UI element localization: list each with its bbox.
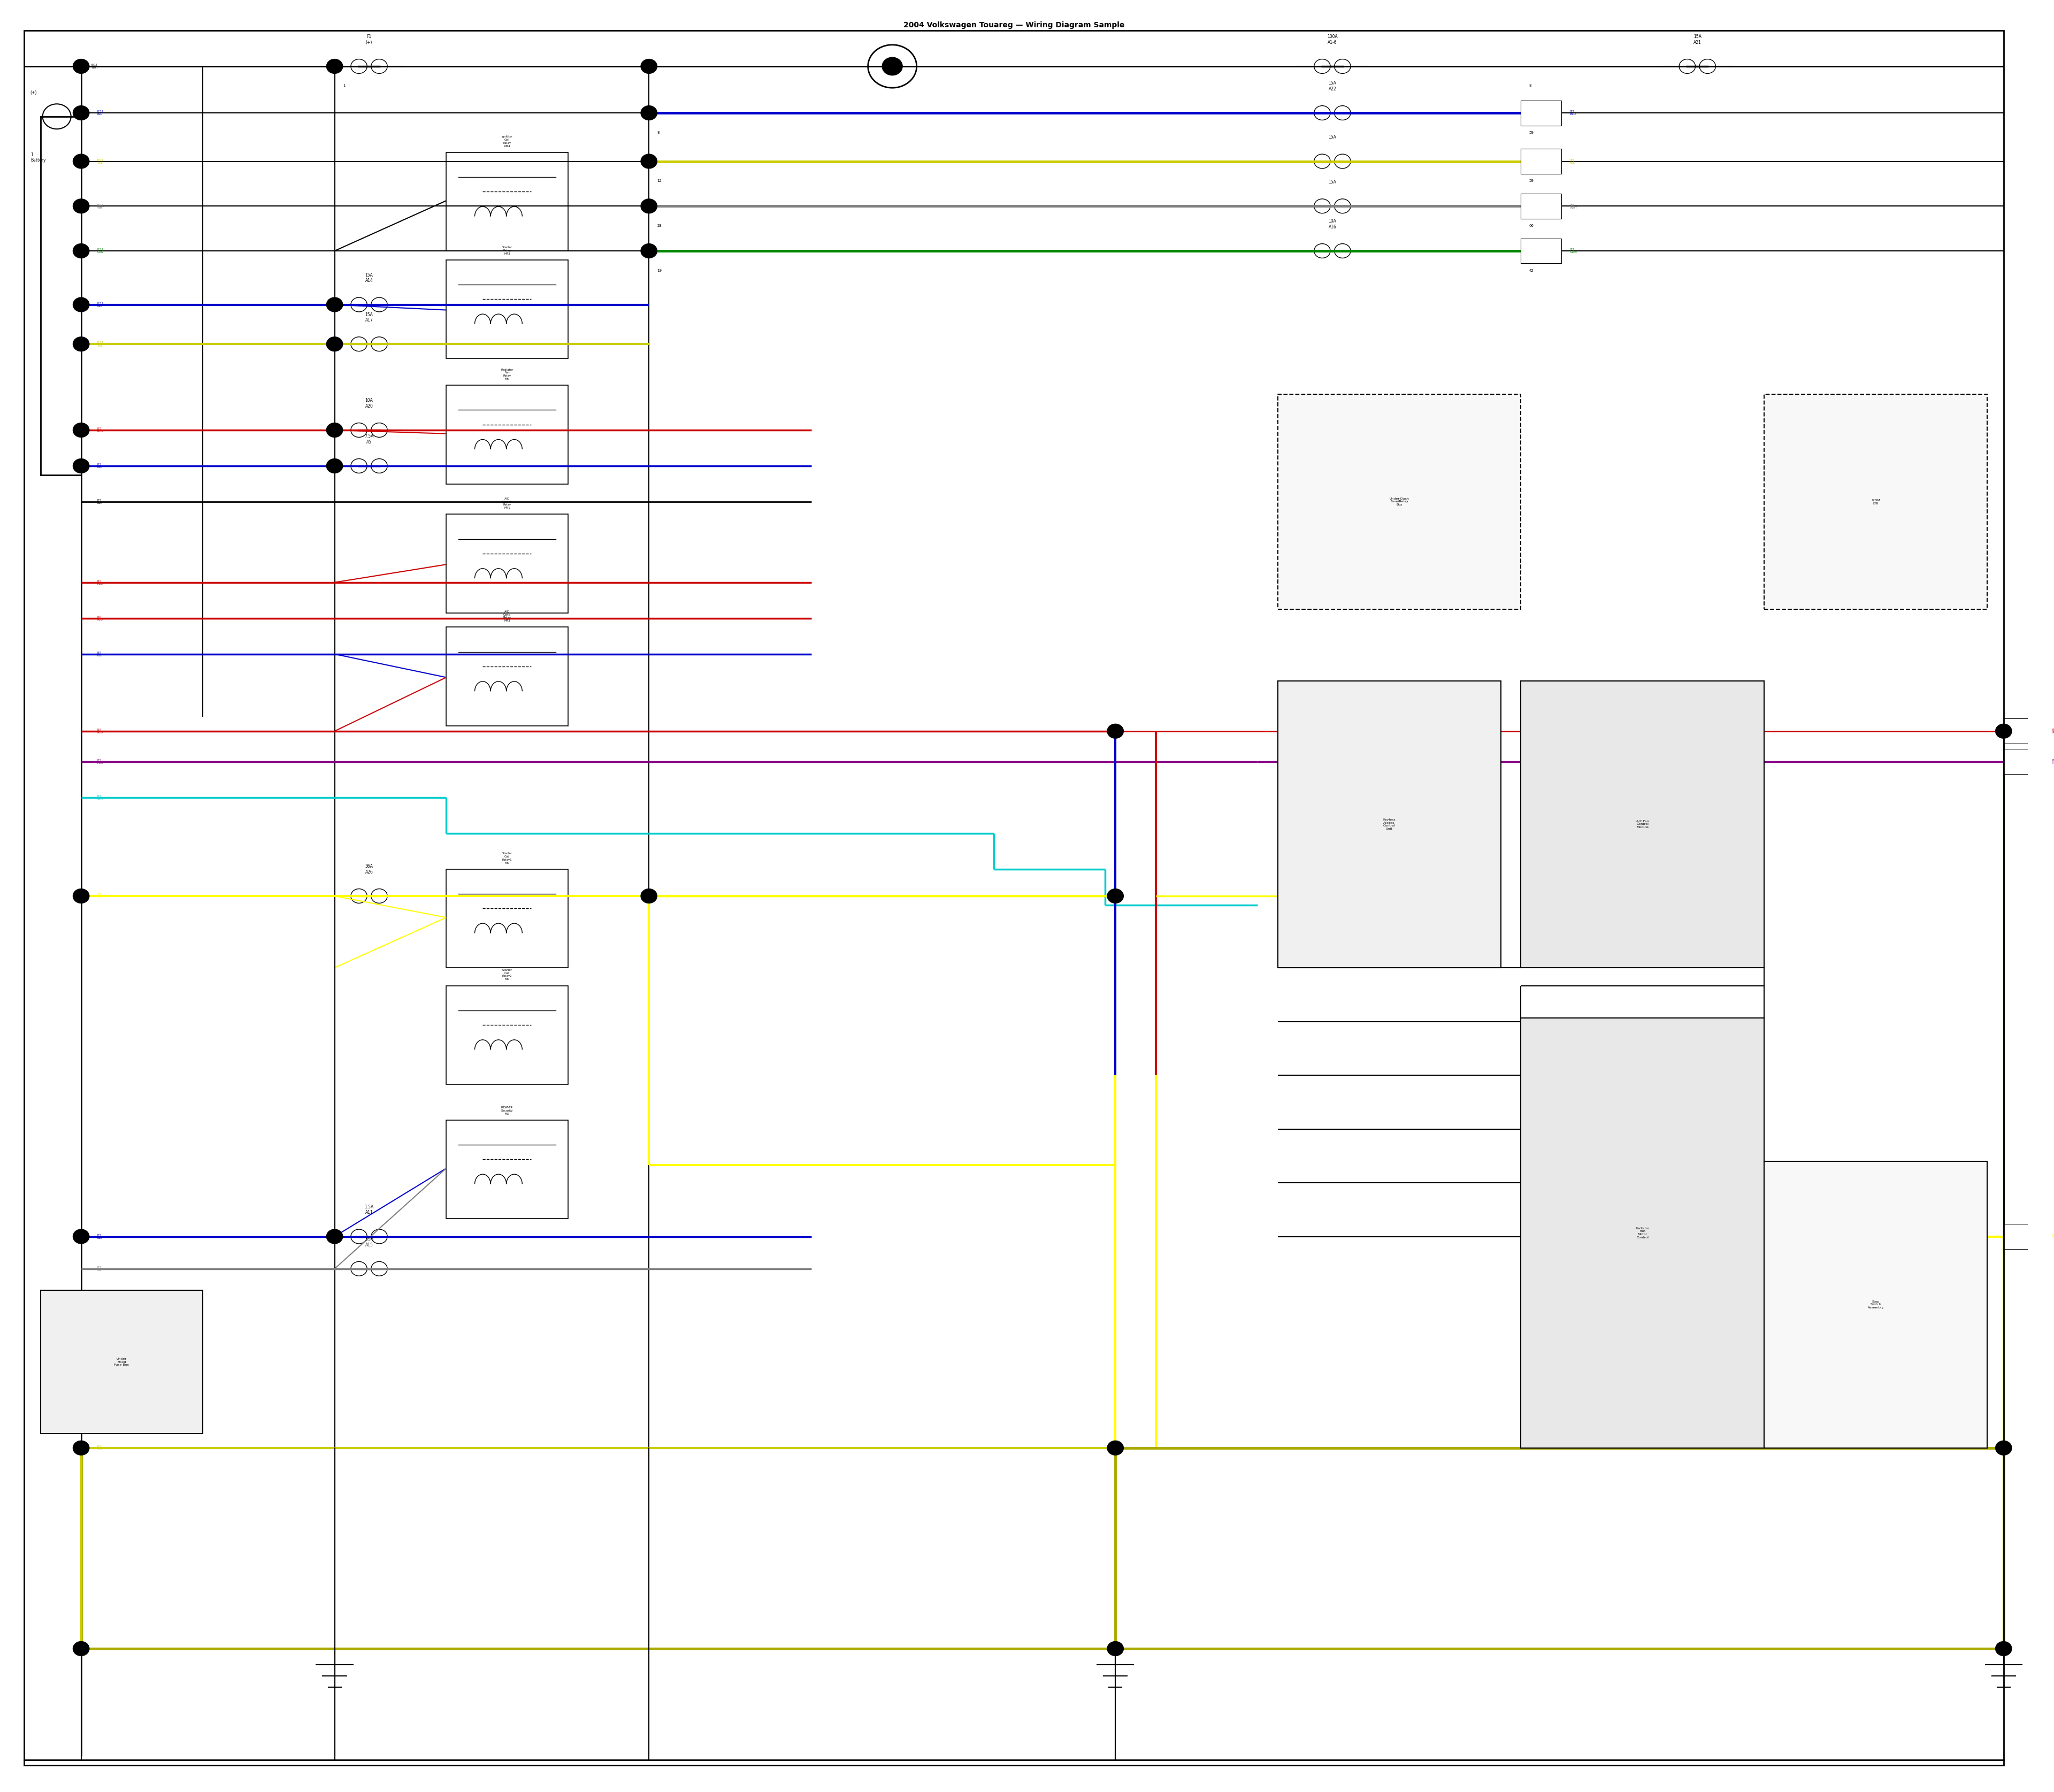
Text: [E]
RED: [E] RED (97, 728, 103, 735)
Text: 12: 12 (657, 179, 661, 183)
Text: [E]
BLU: [E] BLU (97, 462, 103, 470)
Bar (446, 514, 567, 613)
Text: (+): (+) (31, 90, 37, 95)
Circle shape (74, 1229, 88, 1244)
Text: [E]
RED: [E] RED (97, 615, 103, 622)
Text: [E1]
BLU: [E1] BLU (97, 301, 103, 308)
Circle shape (641, 154, 657, 168)
Bar (1278, 681, 1501, 968)
Text: [E]
GRN: [E] GRN (1569, 247, 1577, 254)
Text: 8: 8 (657, 131, 659, 134)
Text: 1: 1 (343, 84, 345, 88)
Circle shape (881, 57, 902, 75)
Bar (446, 1120, 567, 1219)
Circle shape (1996, 1641, 2011, 1656)
Bar (1520, 149, 1561, 174)
Circle shape (74, 889, 88, 903)
Text: [E]
YEL: [E] YEL (97, 892, 103, 900)
Circle shape (74, 337, 88, 351)
Text: 100A
A1-6: 100A A1-6 (1327, 34, 1337, 45)
Circle shape (1996, 724, 2011, 738)
Bar (1278, 394, 1520, 609)
Bar (446, 385, 567, 484)
Circle shape (74, 154, 88, 168)
Text: [E1]
WHT: [E1] WHT (90, 63, 99, 70)
Bar (2003, 1224, 2044, 1249)
Circle shape (1107, 889, 1124, 903)
Circle shape (74, 1641, 88, 1656)
Circle shape (327, 459, 343, 473)
Text: 15A: 15A (1329, 134, 1337, 140)
Text: [E]
YEL: [E] YEL (1569, 158, 1575, 165)
Text: [E]
BLU: [E] BLU (97, 1233, 103, 1240)
Text: 42: 42 (1528, 269, 1534, 272)
Bar (446, 869, 567, 968)
Text: A/C Fan
Control
Module: A/C Fan Control Module (1637, 821, 1649, 828)
Text: [E]
BLK: [E] BLK (97, 498, 103, 505)
Text: Stop
Switch
Assembly: Stop Switch Assembly (1867, 1301, 1884, 1308)
Circle shape (327, 337, 343, 351)
Text: [E1]
BLU: [E1] BLU (97, 109, 103, 116)
Text: [E]
CYN: [E] CYN (97, 794, 103, 801)
Text: Under
Hood
Fuse Box: Under Hood Fuse Box (115, 1358, 129, 1366)
Text: 8: 8 (1528, 84, 1532, 88)
Text: [E1]
YEL: [E1] YEL (97, 340, 103, 348)
Circle shape (74, 244, 88, 258)
Circle shape (1107, 1641, 1124, 1656)
Text: 19: 19 (657, 269, 661, 272)
Circle shape (327, 1229, 343, 1244)
Circle shape (74, 459, 88, 473)
Text: 2004 Volkswagen Touareg — Wiring Diagram Sample: 2004 Volkswagen Touareg — Wiring Diagram… (904, 22, 1124, 29)
Text: [E]
GRY: [E] GRY (97, 1265, 103, 1272)
Text: [E]
RED: [E] RED (97, 579, 103, 586)
Text: [E]
YEL: [E] YEL (97, 1444, 103, 1452)
Bar (1764, 394, 1988, 609)
Circle shape (74, 423, 88, 437)
Bar (1520, 238, 1561, 263)
Bar (1520, 681, 1764, 968)
Text: 1
Battery: 1 Battery (31, 152, 45, 163)
Circle shape (327, 297, 343, 312)
Text: [E]
BLU: [E] BLU (97, 650, 103, 658)
Text: 1.5A
A15: 1.5A A15 (364, 1236, 374, 1247)
Text: 15A
A14: 15A A14 (366, 272, 374, 283)
Text: F1
(+): F1 (+) (366, 34, 372, 45)
Text: Under-Dash
Fuse/Relay
Box: Under-Dash Fuse/Relay Box (1389, 498, 1409, 505)
Circle shape (641, 244, 657, 258)
Circle shape (74, 106, 88, 120)
Text: [E1]
GRN: [E1] GRN (97, 247, 105, 254)
Text: [E]
WHT: [E] WHT (1569, 202, 1577, 210)
Text: 66: 66 (1528, 224, 1534, 228)
Text: Radiator
Fan
Motor
Control: Radiator Fan Motor Control (1635, 1228, 1649, 1238)
Circle shape (641, 59, 657, 73)
Text: IPDM
E/R: IPDM E/R (1871, 498, 1879, 505)
Bar (446, 152, 567, 251)
Circle shape (74, 1441, 88, 1455)
Text: Keyless
Access
Control
Unit: Keyless Access Control Unit (1382, 819, 1395, 830)
Text: 59: 59 (1528, 131, 1534, 134)
Text: [E]
PUR: [E] PUR (97, 758, 103, 765)
Text: [E1]
YEL: [E1] YEL (97, 158, 103, 165)
Bar (1520, 1018, 1764, 1448)
Bar (446, 260, 567, 358)
Text: Starter
Cut
Relay2
M6: Starter Cut Relay2 M6 (501, 969, 511, 980)
Bar (1520, 100, 1561, 125)
Text: 36A
A26: 36A A26 (366, 864, 374, 874)
Text: 15A
A21: 15A A21 (1692, 34, 1701, 45)
Text: 15A
A17: 15A A17 (366, 312, 374, 323)
Circle shape (641, 889, 657, 903)
Bar (2003, 719, 2044, 744)
Circle shape (1107, 1441, 1124, 1455)
Text: 15A
A22: 15A A22 (1329, 81, 1337, 91)
Circle shape (74, 297, 88, 312)
Text: [E]
RED: [E] RED (97, 426, 103, 434)
Text: 28: 28 (657, 224, 661, 228)
Text: A/C
Cond
Relay
M43: A/C Cond Relay M43 (503, 611, 511, 622)
Text: [E1]
WHT: [E1] WHT (97, 202, 105, 210)
Circle shape (74, 59, 88, 73)
Bar (1764, 1161, 1988, 1448)
Text: IPDM-TR
Security
M3: IPDM-TR Security M3 (501, 1106, 514, 1115)
Text: Starter
Cut
Relay1
M6: Starter Cut Relay1 M6 (501, 853, 511, 864)
Circle shape (641, 106, 657, 120)
Bar (41, 1290, 203, 1434)
